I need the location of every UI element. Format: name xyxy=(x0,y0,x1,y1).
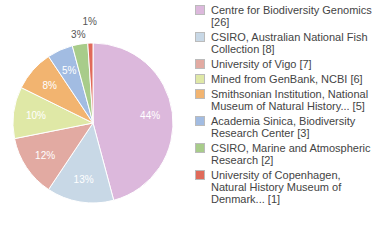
svg-text:3%: 3% xyxy=(71,29,86,40)
html-text:University of Vigo [7]: University of Vigo [7] xyxy=(211,58,312,70)
html-text:Academia Sinica, Biodiversity: Academia Sinica, Biodiversity Research C… xyxy=(211,115,356,139)
svg-text:10%: 10% xyxy=(26,110,46,121)
html-text:Mined from GenBank, NCBI [6]: Mined from GenBank, NCBI [6] xyxy=(211,73,363,85)
html-text:CSIRO, Australian National Fis: CSIRO, Australian National Fish Collecti… xyxy=(211,31,368,55)
svg-text:12%: 12% xyxy=(35,150,55,161)
svg-text:5%: 5% xyxy=(62,65,77,76)
svg-text:13%: 13% xyxy=(74,174,94,185)
html-text:University of Copenhagen, Natu: University of Copenhagen, Natural Histor… xyxy=(211,169,342,205)
svg-text:44%: 44% xyxy=(140,110,160,121)
svg-text:1%: 1% xyxy=(82,16,97,27)
html-text:Smithsonian Institution, Natio: Smithsonian Institution, National Museum… xyxy=(211,88,369,112)
svg-text:8%: 8% xyxy=(42,80,57,91)
html-text:CSIRO, Marine and Atmospheric: CSIRO, Marine and Atmospheric Research [… xyxy=(211,142,371,166)
html-text:Centre for Biodiversity Genomi: Centre for Biodiversity Genomics [26] xyxy=(211,4,372,28)
